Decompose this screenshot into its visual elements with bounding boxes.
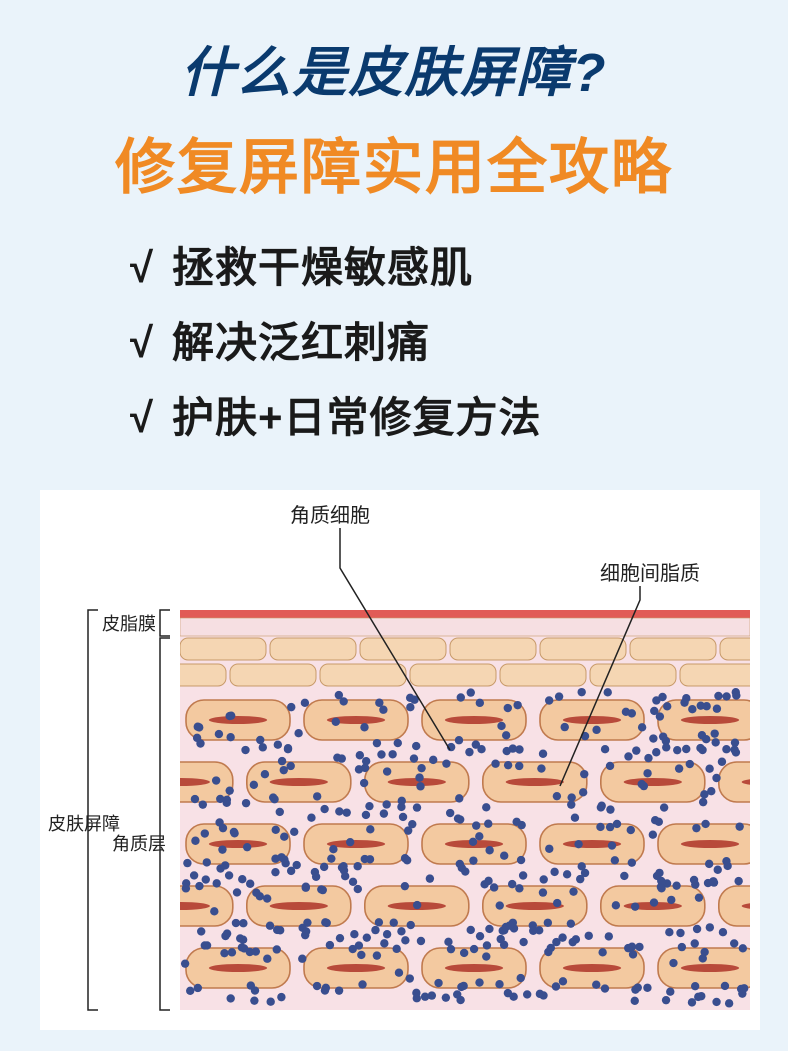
label-intercellular-lipid: 细胞间脂质 (600, 562, 700, 585)
bullet-item: √解决泛红刺痛 (130, 309, 788, 370)
title-line-1: 什么是皮肤屏障? (0, 0, 788, 107)
bullet-item: √护肤+日常修复方法 (130, 384, 788, 445)
bullet-list: √拯救干燥敏感肌 √解决泛红刺痛 √护肤+日常修复方法 (130, 234, 788, 445)
check-icon: √ (130, 319, 172, 367)
bullet-item: √拯救干燥敏感肌 (130, 234, 788, 295)
bullet-text: 拯救干燥敏感肌 (172, 244, 473, 291)
label-skin-barrier: 皮肤屏障 (48, 814, 120, 834)
label-stratum-corneum: 角质层 (112, 834, 166, 854)
label-sebum-membrane: 皮脂膜 (102, 614, 156, 634)
check-icon: √ (130, 394, 172, 442)
check-icon: √ (130, 244, 172, 292)
bullet-text: 护肤+日常修复方法 (172, 394, 542, 441)
label-keratinocyte: 角质细胞 (290, 504, 370, 527)
skin-barrier-diagram: 角质细胞 细胞间脂质 皮脂膜 皮肤屏障 角质层 (40, 490, 760, 1030)
diagram-svg: 角质细胞 细胞间脂质 皮脂膜 皮肤屏障 角质层 (40, 490, 760, 1030)
title-line-2: 修复屏障实用全攻略 (0, 119, 788, 206)
bullet-text: 解决泛红刺痛 (172, 319, 430, 366)
